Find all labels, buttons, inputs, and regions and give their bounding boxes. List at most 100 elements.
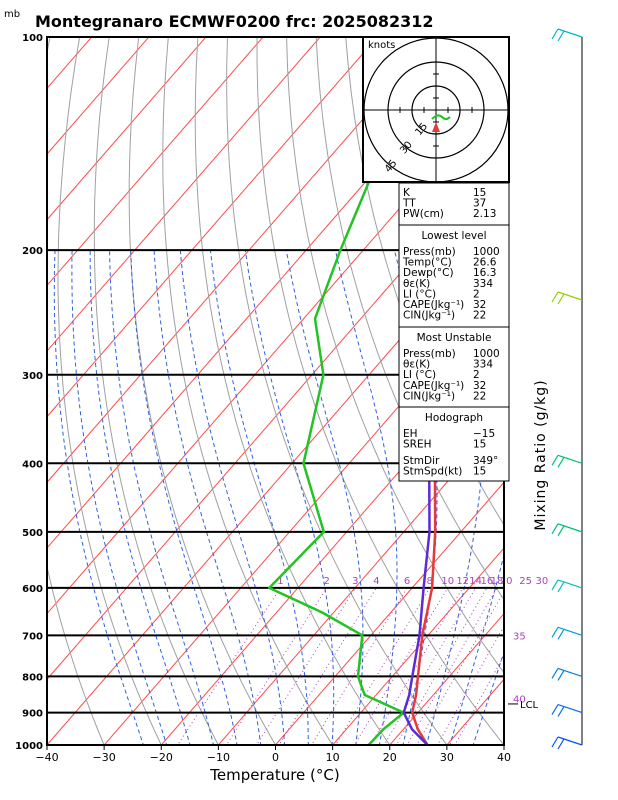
- mixing-ratio-line: [395, 587, 488, 745]
- isotherm: [47, 37, 150, 155]
- wind-barb: [557, 291, 583, 301]
- dry-adiabat: [553, 37, 618, 760]
- y-tick-label: 500: [22, 528, 43, 539]
- y-tick-label: 300: [22, 371, 43, 382]
- wind-barb-flag: [557, 581, 565, 593]
- y-tick-label: 800: [22, 672, 43, 683]
- dry-adiabat: [256, 37, 504, 745]
- hodograph-stat-value: 15: [473, 439, 486, 451]
- wind-barb-flag: [551, 523, 559, 535]
- mixing-ratio-line: [225, 587, 328, 745]
- wind-barb: [557, 523, 583, 533]
- mixing-ratio-label: 3: [352, 576, 358, 587]
- dry-adiabat: [582, 37, 618, 760]
- moist-adiabat: [334, 249, 398, 745]
- index-value: 2.13: [473, 208, 496, 220]
- lowest-level-value: 26.6: [473, 257, 497, 269]
- y-tick-label: 900: [22, 709, 43, 720]
- wind-barb: [557, 28, 583, 38]
- hodograph-stats-header: Hodograph: [425, 412, 483, 424]
- wind-barb-flag: [551, 454, 559, 466]
- hodograph-stat-label: StmDir: [403, 455, 440, 467]
- mixing-ratio-line: [311, 587, 408, 745]
- wind-barb-flag: [551, 291, 559, 303]
- isotherm: [47, 37, 264, 287]
- dry-adiabat: [194, 37, 391, 745]
- wind-barb: [557, 736, 583, 746]
- x-tick-label: −10: [207, 751, 230, 764]
- wind-barb-flag: [557, 456, 565, 468]
- wind-barb-flag: [557, 629, 565, 640]
- dry-adiabat: [315, 37, 504, 601]
- moist-adiabat: [179, 250, 286, 745]
- lowest-level-label: CIN(Jkg⁻¹): [403, 310, 455, 322]
- isotherm: [274, 481, 504, 745]
- wind-barb-flag: [551, 28, 559, 40]
- y-tick-label: 400: [22, 459, 43, 470]
- wind-barb: [557, 626, 583, 636]
- wind-barb-flag: [557, 670, 565, 681]
- lcl-label: LCL: [520, 700, 539, 711]
- isotherm: [47, 37, 93, 90]
- most-unstable-label: CIN(Jkg⁻¹): [403, 390, 455, 402]
- index-value: 15: [473, 187, 486, 199]
- x-tick-label: 40: [497, 751, 511, 764]
- most-unstable-value: 334: [473, 359, 493, 371]
- isotherm: [47, 218, 504, 745]
- mixing-ratio-label: 30: [536, 576, 549, 587]
- lowest-level-label: Dewp(°C): [403, 267, 454, 279]
- y-tick-label: 700: [22, 631, 43, 642]
- most-unstable-value: 32: [473, 380, 486, 392]
- wind-barb-flag: [557, 706, 565, 717]
- y-tick-label: 100: [22, 33, 43, 44]
- x-tick-label: 10: [326, 751, 340, 764]
- hodograph-stat-label: StmSpd(kt): [403, 466, 462, 478]
- most-unstable-value: 22: [473, 390, 486, 402]
- dry-adiabat: [226, 37, 448, 745]
- moist-adiabat: [153, 250, 262, 745]
- lowest-level-value: 1000: [473, 246, 500, 258]
- wind-barb-flag: [551, 627, 559, 638]
- mixing-ratio-label: 1: [277, 576, 283, 587]
- pressure-unit-label: mb: [4, 9, 20, 20]
- lowest-level-header: Lowest level: [421, 230, 486, 242]
- hodograph-stat-value: −15: [473, 428, 495, 440]
- dry-adiabat: [286, 37, 504, 674]
- lowest-level-label: θε(K): [403, 278, 430, 290]
- most-unstable-label: LI (°C): [403, 369, 436, 381]
- isotherm: [47, 37, 379, 418]
- isotherm: [47, 37, 436, 484]
- wind-barb: [557, 579, 583, 589]
- index-label: PW(cm): [403, 208, 444, 220]
- moist-adiabat: [209, 250, 309, 745]
- hodograph-stat-value: 15: [473, 466, 486, 478]
- wind-barb-flag: [551, 668, 559, 679]
- wind-barb-flag: [557, 525, 565, 537]
- moist-adiabat: [109, 250, 214, 745]
- isotherm: [47, 37, 207, 221]
- wind-barb-flag: [551, 736, 559, 748]
- x-tick-label: −30: [93, 751, 116, 764]
- mixing-ratio-label: 2: [324, 576, 330, 587]
- lowest-level-value: 334: [473, 278, 493, 290]
- y-tick-label: 200: [22, 246, 43, 257]
- mixing-ratio-label: 10: [441, 576, 454, 587]
- most-unstable-header: Most Unstable: [417, 332, 492, 344]
- x-axis-label: Temperature (°C): [209, 766, 339, 784]
- wind-barb-flag: [557, 30, 565, 42]
- wind-barbs: [551, 28, 583, 750]
- mixing-ratio-line: [256, 587, 356, 745]
- y-tick-label: 600: [22, 584, 43, 595]
- most-unstable-box: [398, 326, 510, 408]
- moist-adiabat: [89, 250, 191, 745]
- storm-motion-marker: [432, 122, 440, 132]
- lowest-level-value: 22: [473, 310, 486, 322]
- mixing-ratio-label: 14: [469, 576, 482, 587]
- dry-adiabat: [493, 37, 504, 84]
- mixing-ratio-line: [437, 625, 504, 745]
- moist-adiabat: [244, 250, 335, 745]
- mixing-ratio-label: 18: [491, 576, 504, 587]
